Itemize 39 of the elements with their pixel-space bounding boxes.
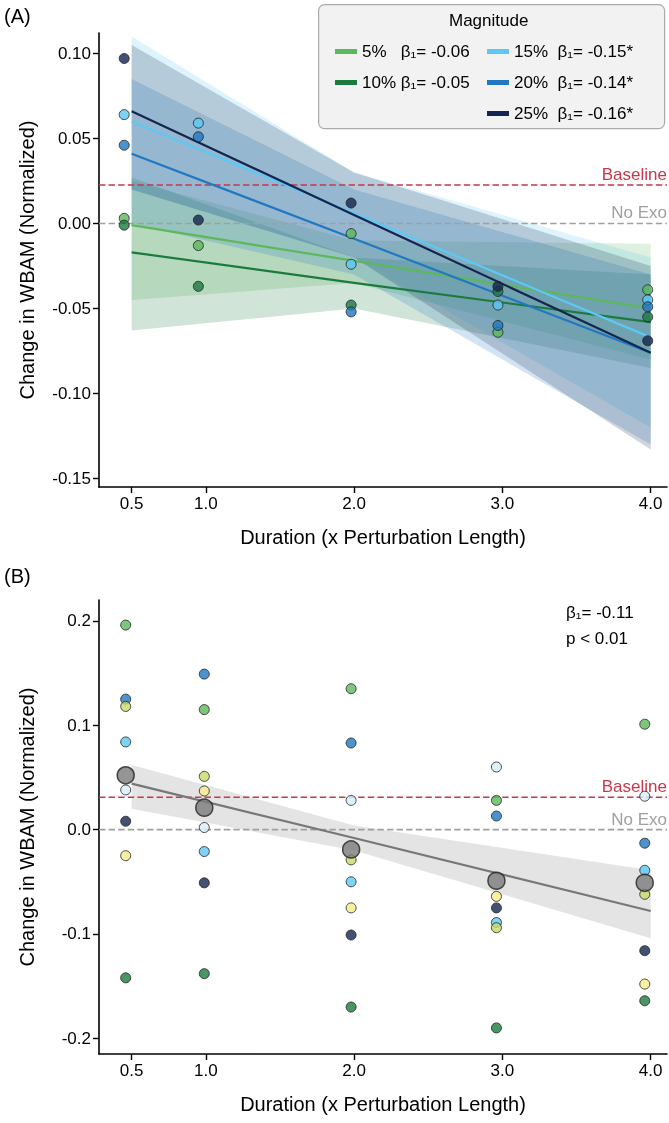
y-tick-label: 0.1 — [67, 715, 91, 735]
y-tick-label: 0.05 — [57, 128, 91, 148]
x-tick-label: 0.5 — [119, 494, 144, 513]
y-tick-label: 0.10 — [57, 43, 91, 63]
x-tick-label: 3.0 — [490, 494, 515, 513]
y-axis-title: Change in WBAM (Normalized) — [16, 687, 38, 967]
x-axis-title: Duration (x Perturbation Length) — [240, 526, 526, 548]
x-tick-label: 3.0 — [490, 1061, 515, 1080]
ref-line-label: Baseline — [601, 777, 667, 797]
x-tick-label: 0.5 — [119, 1061, 144, 1080]
x-tick-label: 1.0 — [193, 494, 218, 513]
y-tick-label: 0.0 — [67, 820, 91, 840]
y-axis-title: Change in WBAM (Normalized) — [16, 120, 38, 400]
legend-title: Magnitude — [449, 11, 529, 30]
y-tick-label: 0.2 — [67, 611, 91, 631]
legend-label: 5% β₁= -0.06 — [362, 42, 470, 61]
text: (B) — [4, 565, 31, 587]
y-tick-label: 0.00 — [57, 213, 91, 233]
x-tick-label: 4.0 — [638, 1061, 663, 1080]
y-tick-label: -0.2 — [61, 1028, 91, 1048]
text: (A) — [4, 5, 31, 27]
x-axis-title: Duration (x Perturbation Length) — [240, 1093, 526, 1115]
x-tick-label: 1.0 — [193, 1061, 218, 1080]
ref-line-label: No Exo — [611, 203, 667, 223]
y-tick-label: -0.1 — [61, 924, 91, 944]
x-tick-label: 2.0 — [342, 494, 366, 513]
legend-label: 20% β₁= -0.14* — [514, 73, 634, 92]
legend-label: 10% β₁= -0.05 — [362, 73, 470, 92]
ref-line-label: Baseline — [601, 165, 667, 185]
legend-label: 15% β₁= -0.15* — [514, 42, 634, 61]
annotation: p < 0.01 — [566, 629, 628, 648]
x-tick-label: 4.0 — [638, 494, 663, 513]
annotation: β₁= -0.11 — [566, 603, 634, 622]
y-tick-label: -0.15 — [52, 469, 91, 488]
legend-label: 25% β₁= -0.16* — [514, 104, 634, 123]
x-tick-label: 2.0 — [342, 1061, 366, 1080]
ref-line-label: No Exo — [611, 809, 667, 829]
y-tick-label: -0.05 — [52, 298, 91, 318]
y-tick-label: -0.10 — [52, 383, 91, 403]
